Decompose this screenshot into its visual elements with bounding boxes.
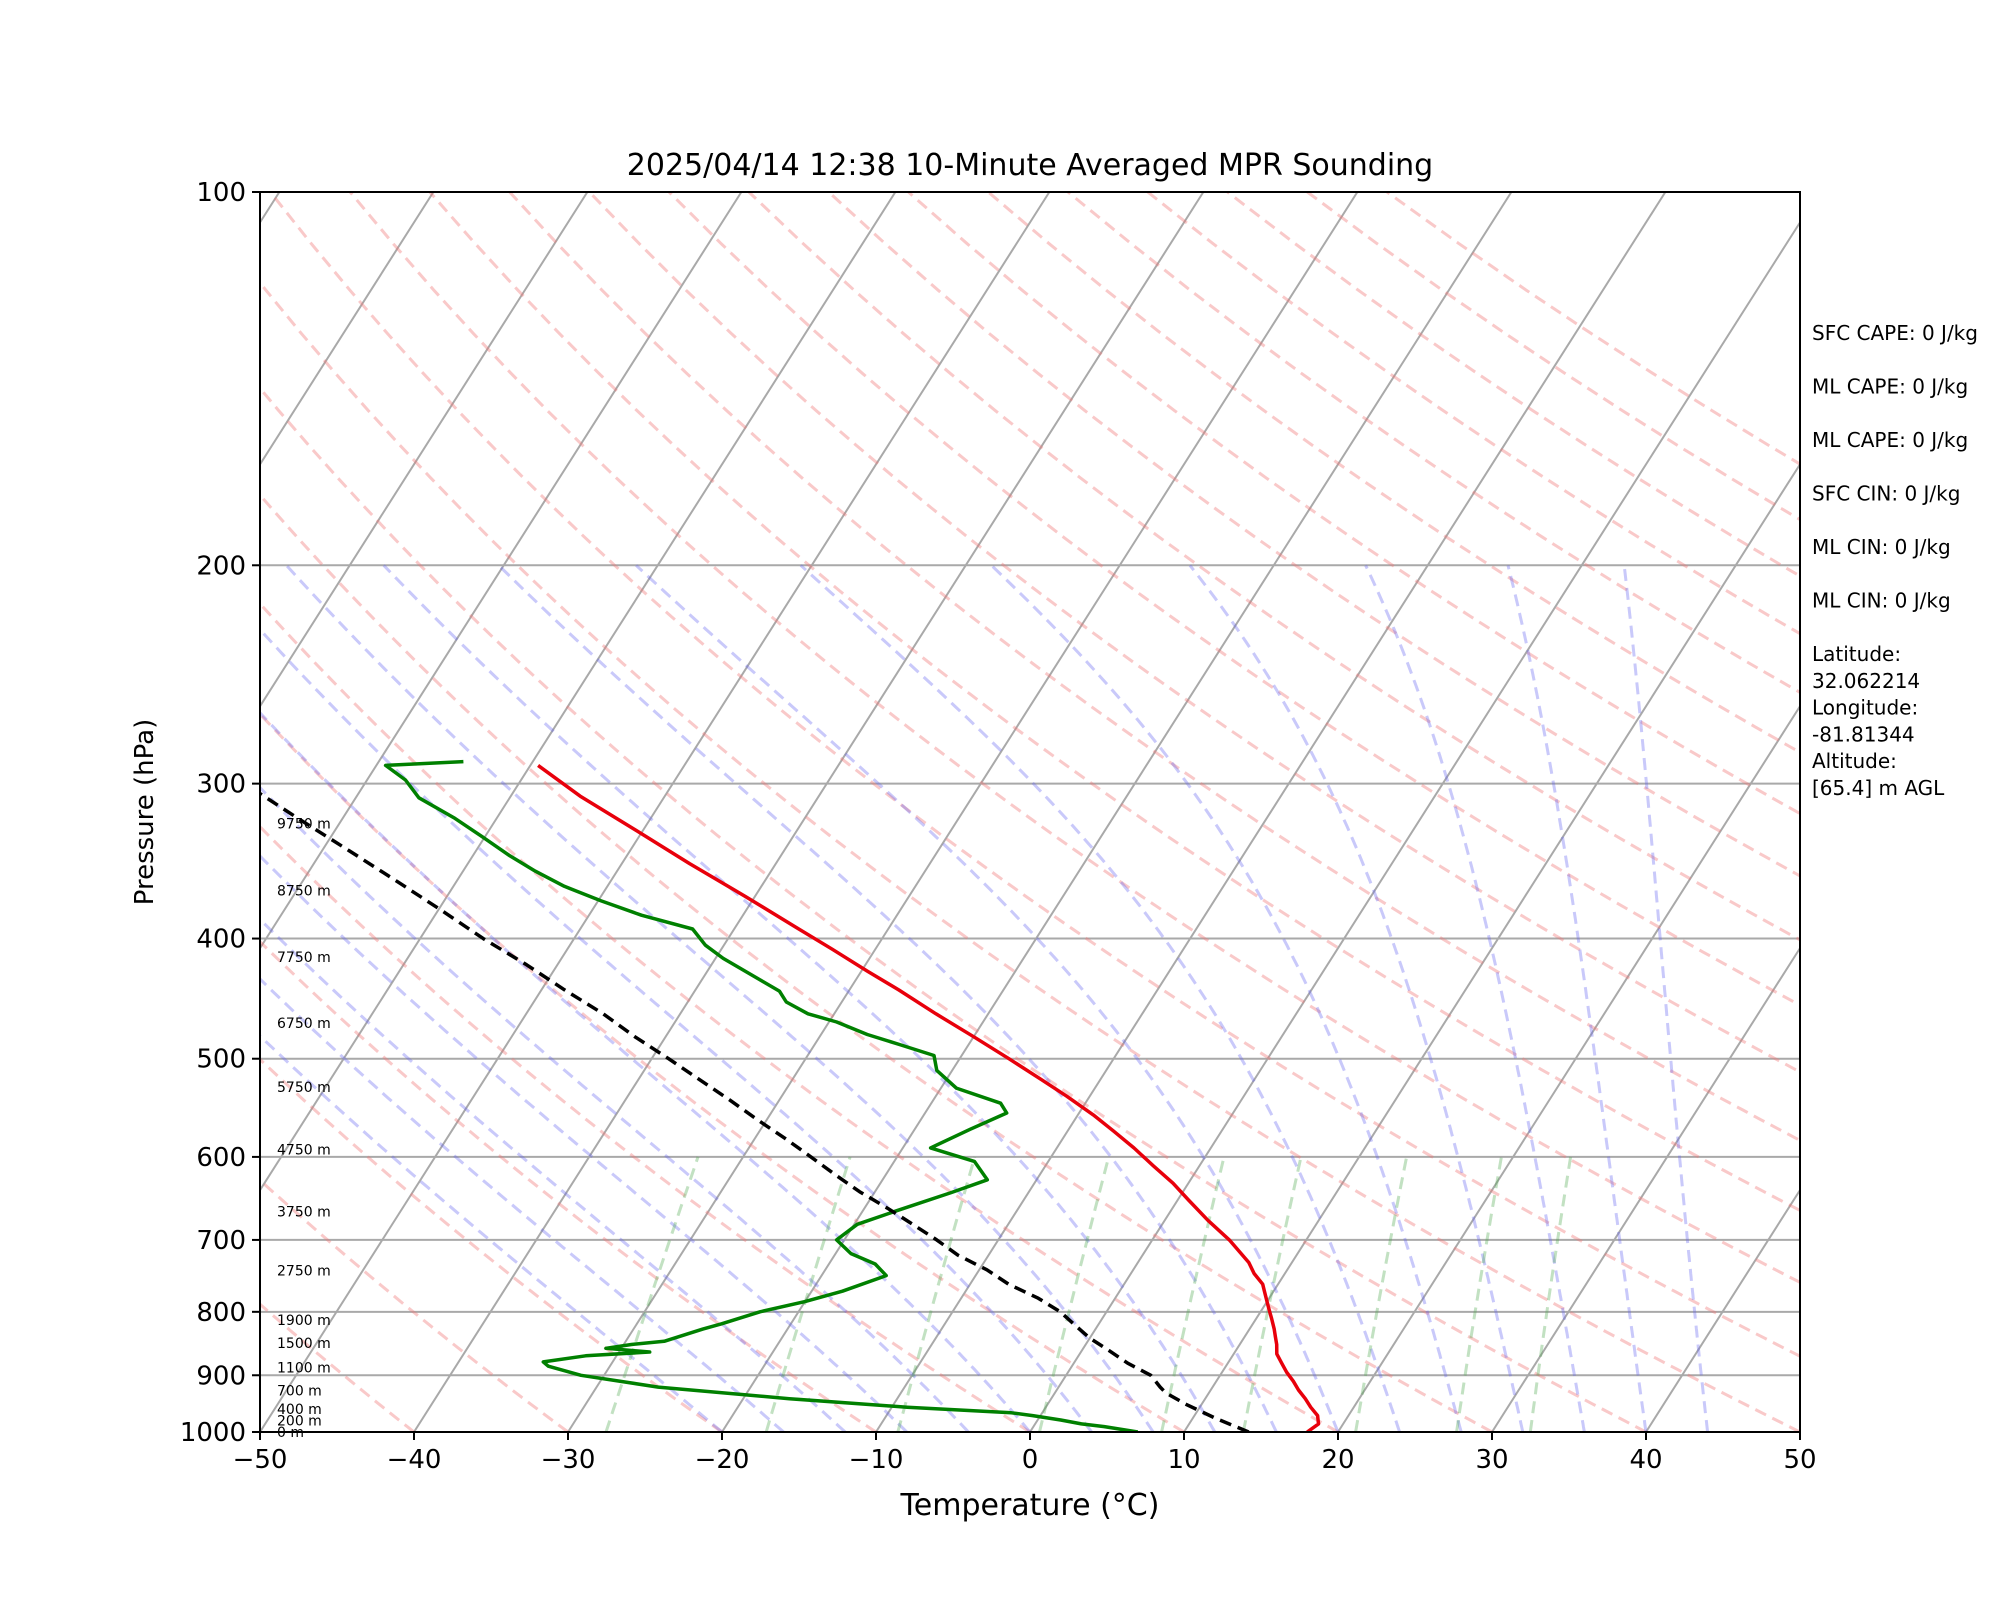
- y-tick-label: 400: [196, 925, 246, 955]
- info-line: ML CIN: 0 J/kg: [1812, 535, 1951, 559]
- y-tick-label: 300: [196, 770, 246, 800]
- info-line: ML CIN: 0 J/kg: [1812, 589, 1951, 613]
- height-label: 3750 m: [277, 1204, 331, 1220]
- y-tick-label: 600: [196, 1143, 246, 1173]
- info-line: [65.4] m AGL: [1812, 776, 1945, 800]
- x-tick-label: 0: [1022, 1445, 1039, 1475]
- x-tick-label: −50: [233, 1445, 288, 1475]
- info-line: -81.81344: [1812, 723, 1915, 747]
- chart-title: 2025/04/14 12:38 10-Minute Averaged MPR …: [627, 148, 1433, 183]
- x-tick-label: −30: [541, 1445, 596, 1475]
- height-label: 400 m: [277, 1402, 322, 1418]
- height-label: 1500 m: [277, 1336, 331, 1352]
- x-tick-label: 30: [1475, 1445, 1508, 1475]
- x-tick-label: 50: [1783, 1445, 1816, 1475]
- x-axis-label: Temperature (°C): [900, 1488, 1160, 1523]
- height-label: 8750 m: [277, 884, 331, 900]
- height-label: 2750 m: [277, 1264, 331, 1280]
- y-axis-label: Pressure (hPa): [130, 719, 160, 906]
- y-tick-label: 1000: [180, 1418, 246, 1448]
- height-label: 1100 m: [277, 1360, 331, 1376]
- info-line: SFC CAPE: 0 J/kg: [1812, 321, 1978, 345]
- info-line: Latitude:: [1812, 642, 1901, 666]
- height-label: 7750 m: [277, 950, 331, 966]
- height-label: 4750 m: [277, 1143, 331, 1159]
- info-line: 32.062214: [1812, 669, 1920, 693]
- y-tick-label: 800: [196, 1298, 246, 1328]
- x-tick-label: −10: [849, 1445, 904, 1475]
- height-label: 5750 m: [277, 1080, 331, 1096]
- height-label: 9750 m: [277, 816, 331, 832]
- height-label: 6750 m: [277, 1016, 331, 1032]
- x-tick-label: 10: [1167, 1445, 1200, 1475]
- y-tick-label: 900: [196, 1361, 246, 1391]
- info-line: Altitude:: [1812, 749, 1897, 773]
- info-line: ML CAPE: 0 J/kg: [1812, 428, 1968, 452]
- x-tick-label: −20: [695, 1445, 750, 1475]
- height-label: 700 m: [277, 1384, 322, 1400]
- x-tick-label: 40: [1629, 1445, 1662, 1475]
- info-line: SFC CIN: 0 J/kg: [1812, 482, 1960, 506]
- y-tick-label: 700: [196, 1226, 246, 1256]
- x-tick-label: −40: [387, 1445, 442, 1475]
- y-tick-label: 100: [196, 178, 246, 208]
- x-tick-label: 20: [1321, 1445, 1354, 1475]
- info-line: Longitude:: [1812, 696, 1918, 720]
- info-line: ML CAPE: 0 J/kg: [1812, 375, 1968, 399]
- height-label: 1900 m: [277, 1313, 331, 1329]
- y-tick-label: 200: [196, 551, 246, 581]
- y-tick-label: 500: [196, 1045, 246, 1075]
